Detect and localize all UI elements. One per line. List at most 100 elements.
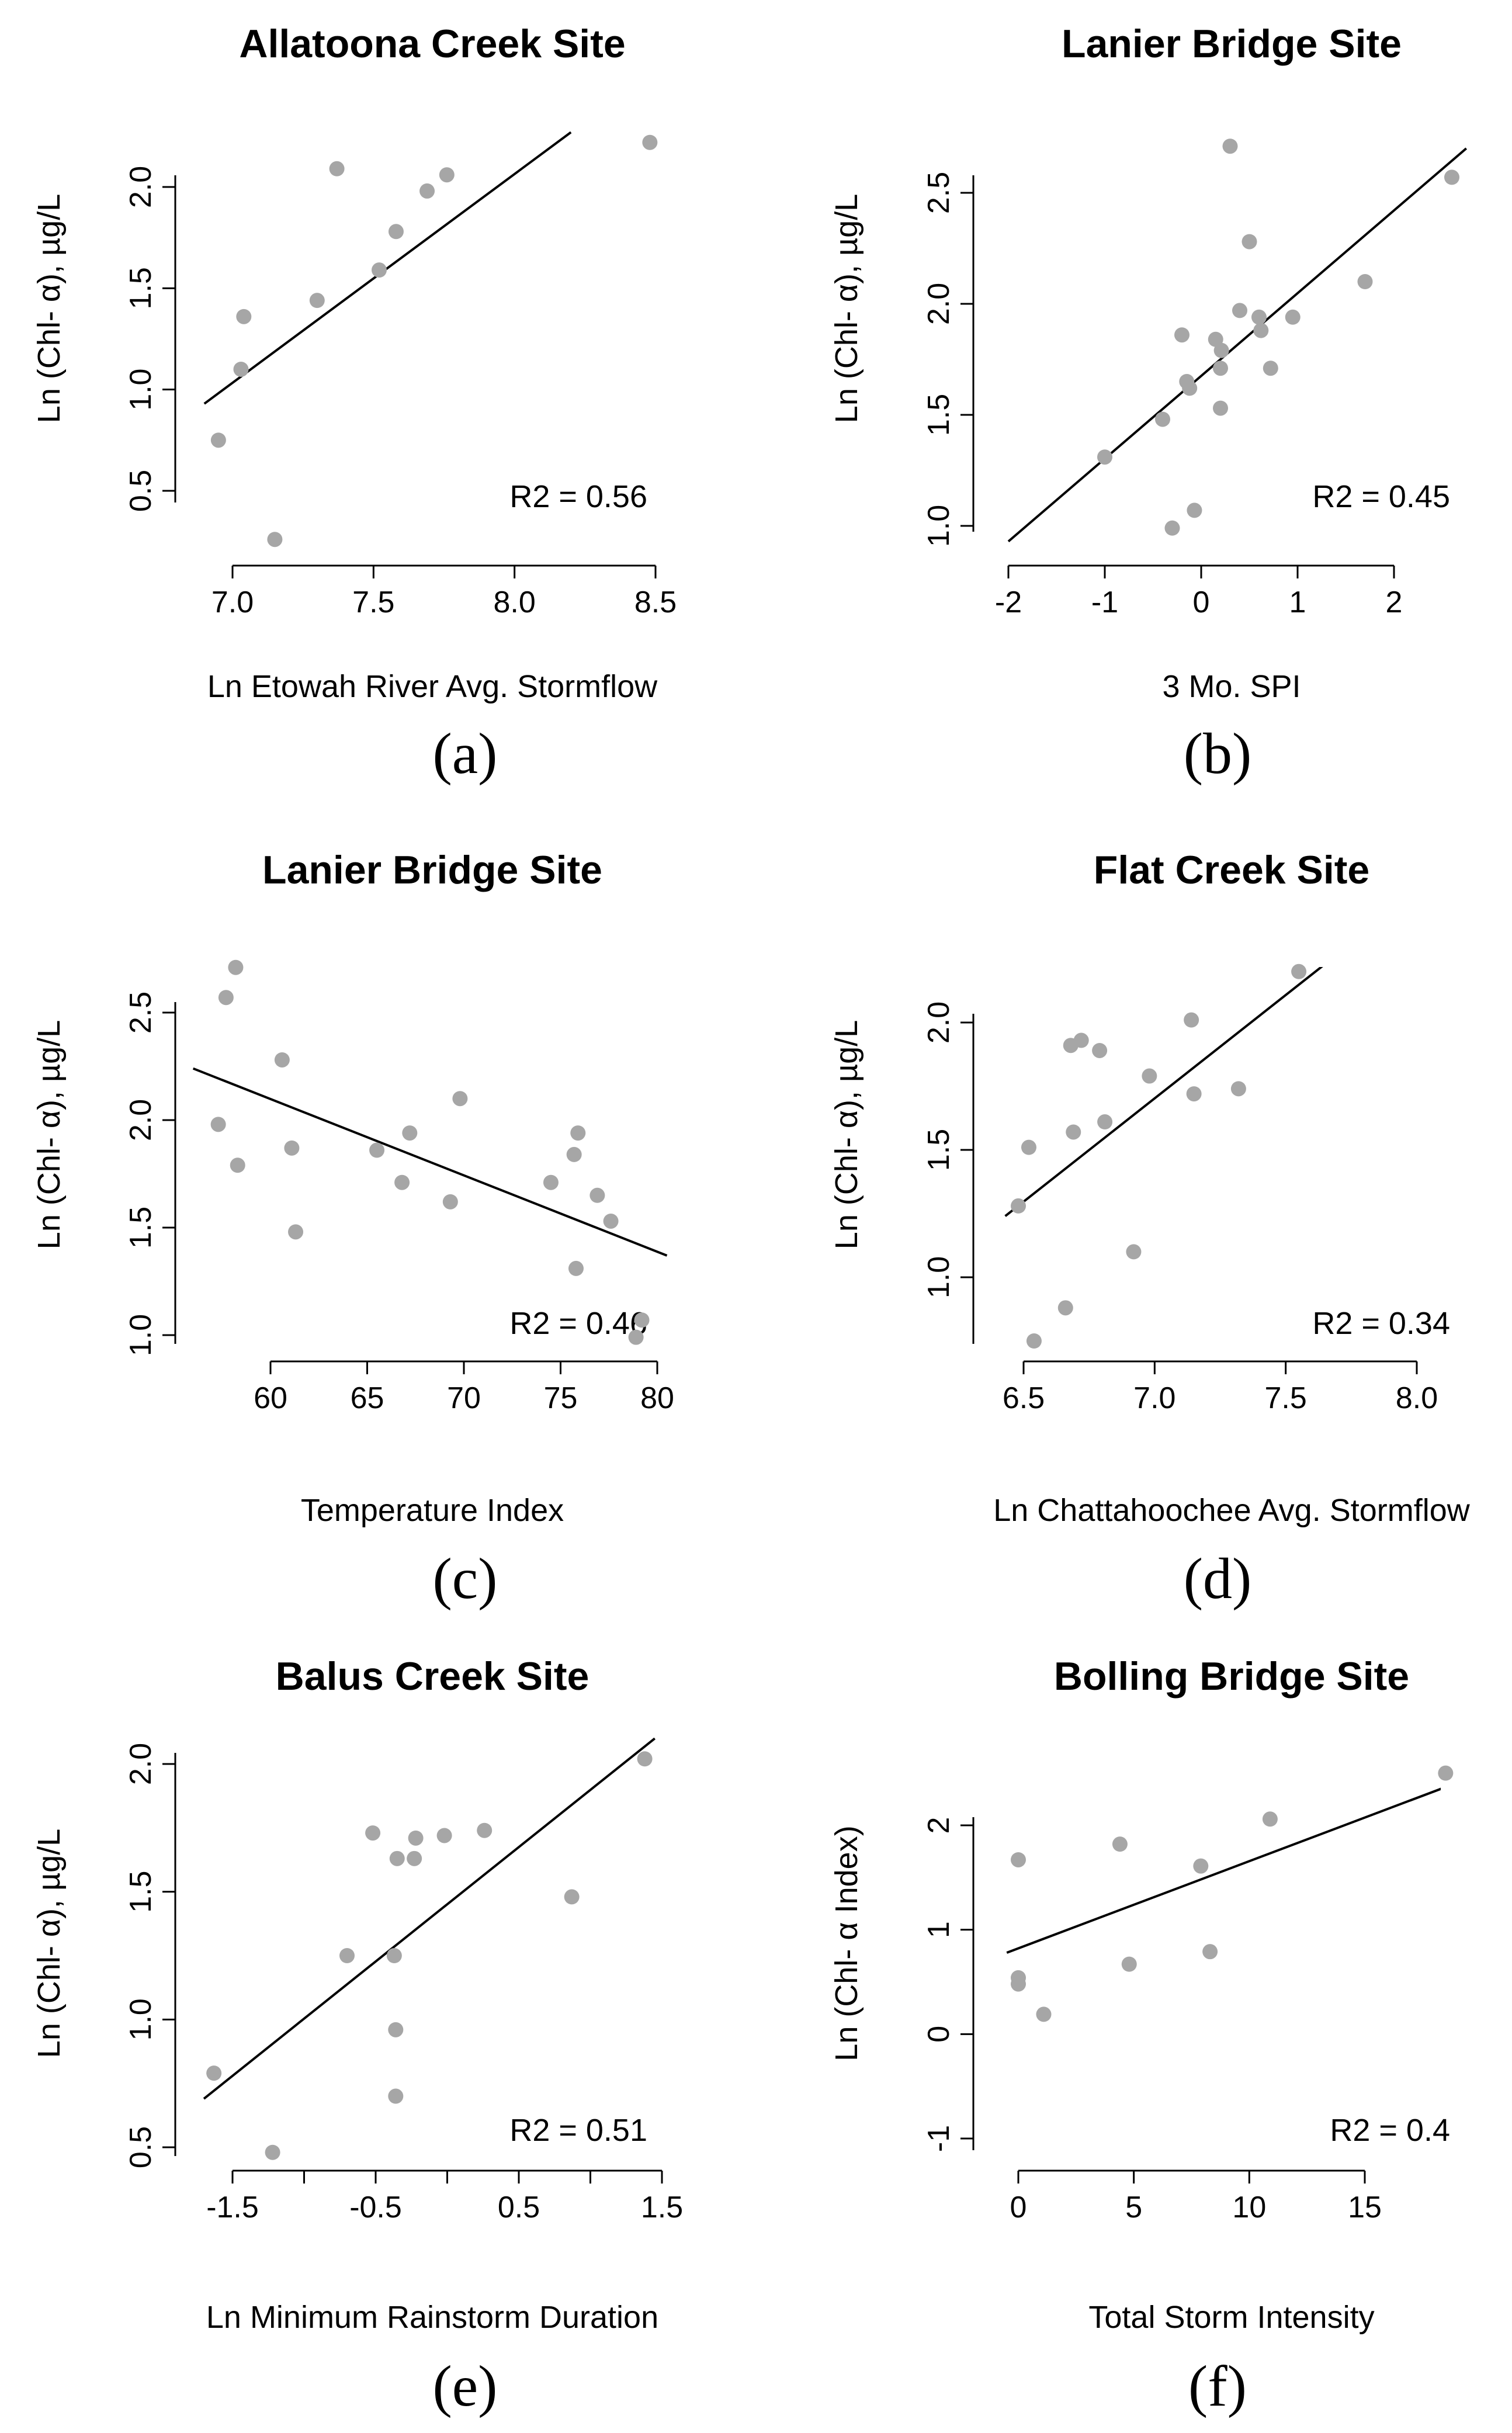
y-tick-label: 1 [922, 1921, 956, 1938]
data-point [1202, 1944, 1218, 1960]
data-point [339, 1948, 355, 1963]
data-point [218, 990, 234, 1006]
x-axis-label: Ln Etowah River Avg. Stormflow [207, 669, 658, 704]
r-squared-label: R2 = 0.4 [1330, 2113, 1450, 2148]
x-tick-label: 2 [1386, 585, 1403, 619]
data-point [419, 183, 435, 199]
y-tick-label: 0.5 [124, 470, 158, 512]
x-tick-label: 8.0 [1396, 1381, 1438, 1415]
data-point [265, 2144, 280, 2160]
data-point [402, 1125, 418, 1141]
data-point [1155, 411, 1170, 427]
x-tick-label: 5 [1125, 2191, 1142, 2224]
x-axis-label: Ln Chattahoochee Avg. Stormflow [993, 1493, 1471, 1528]
data-point [1164, 520, 1180, 536]
data-point [1213, 400, 1228, 416]
data-point [1193, 1858, 1209, 1874]
data-point [1011, 1852, 1026, 1867]
data-point [1092, 1042, 1108, 1058]
data-point [1073, 1032, 1089, 1048]
y-tick-label: 1.0 [922, 505, 956, 547]
data-point [1021, 1139, 1036, 1155]
data-point [230, 1157, 245, 1173]
data-point [1057, 1300, 1073, 1316]
panel-title: Lanier Bridge Site [1062, 22, 1402, 66]
x-tick-label: 65 [351, 1381, 384, 1415]
data-point [564, 1889, 580, 1905]
panel-title: Balus Creek Site [276, 1654, 589, 1699]
y-tick-label: 2.0 [124, 1743, 158, 1785]
data-point [206, 2065, 222, 2081]
panel-caption: (b) [1184, 721, 1252, 786]
data-point [1263, 361, 1278, 376]
data-point [589, 1187, 605, 1203]
x-tick-label: 7.5 [352, 585, 394, 619]
data-point [1036, 2006, 1052, 2022]
y-tick-label: 2.5 [922, 172, 956, 214]
data-point [1182, 380, 1198, 396]
r-squared-label: R2 = 0.51 [509, 2113, 647, 2148]
data-point [603, 1213, 619, 1229]
y-axis-label: Ln (Chl- α), µg/L [829, 1020, 864, 1249]
y-axis-label: Ln (Chl- α), µg/L [829, 194, 864, 423]
data-point [1213, 342, 1229, 358]
y-axis-label: Ln (Chl- α), µg/L [32, 1829, 67, 2058]
data-point [1142, 1068, 1157, 1084]
data-point [1357, 274, 1373, 289]
panel-caption: (f) [1188, 2354, 1247, 2418]
data-point [236, 309, 252, 324]
data-point [1291, 964, 1307, 979]
y-tick-label: 1.5 [124, 1207, 158, 1249]
x-tick-label: -2 [995, 585, 1022, 619]
data-point [628, 1329, 644, 1345]
data-point [442, 1194, 458, 1209]
data-point [1186, 1086, 1202, 1102]
regression-line [1007, 147, 1468, 543]
data-point [436, 1828, 452, 1843]
data-point [1066, 1124, 1081, 1140]
panel-b-lanier-bridge-spi: Lanier Bridge Site 3 Mo. SPI Ln (Chl- α)… [829, 22, 1468, 786]
data-point [1222, 138, 1238, 154]
data-point [1112, 1836, 1128, 1852]
data-point [1187, 502, 1202, 518]
data-point [566, 1146, 582, 1162]
x-tick-label: 8.5 [634, 585, 677, 619]
x-tick-label: 8.0 [494, 585, 536, 619]
data-point [1251, 309, 1267, 325]
data-point [371, 262, 387, 278]
data-point [329, 161, 345, 176]
y-tick-label: 2.0 [922, 1001, 956, 1044]
r-squared-label: R2 = 0.34 [1312, 1306, 1450, 1341]
panel-title: Allatoona Creek Site [239, 22, 625, 66]
x-tick-label: 7.5 [1265, 1381, 1307, 1415]
data-point [365, 1825, 381, 1841]
data-point [407, 1850, 422, 1866]
x-tick-label: 15 [1348, 2191, 1382, 2224]
data-point [386, 1948, 402, 1963]
x-tick-label: -1.5 [206, 2191, 259, 2224]
y-axis-label: Ln (Chl- α), µg/L [32, 194, 67, 423]
data-point [1097, 449, 1112, 465]
panel-c-lanier-bridge-temperature: Lanier Bridge Site Temperature Index Ln … [32, 848, 674, 1611]
data-point [388, 2022, 404, 2037]
data-point [1444, 169, 1459, 185]
y-tick-label: 0 [922, 2026, 956, 2043]
x-tick-label: 0.5 [498, 2191, 540, 2224]
regression-line [1006, 1787, 1441, 1954]
data-point [1011, 1976, 1026, 1992]
data-point [1232, 303, 1247, 318]
regression-line [1004, 967, 1323, 1217]
x-tick-label: 1.5 [641, 2191, 683, 2224]
data-point [210, 1117, 226, 1132]
y-tick-label: 2.0 [124, 166, 158, 208]
data-point [1026, 1333, 1042, 1349]
data-point [288, 1224, 304, 1240]
r-squared-label: R2 = 0.56 [509, 479, 647, 514]
data-point [477, 1822, 493, 1838]
data-point [233, 362, 249, 377]
x-tick-label: 0 [1193, 585, 1210, 619]
data-point [267, 532, 283, 547]
x-tick-label: 60 [254, 1381, 287, 1415]
y-tick-label: 2.0 [124, 1099, 158, 1141]
